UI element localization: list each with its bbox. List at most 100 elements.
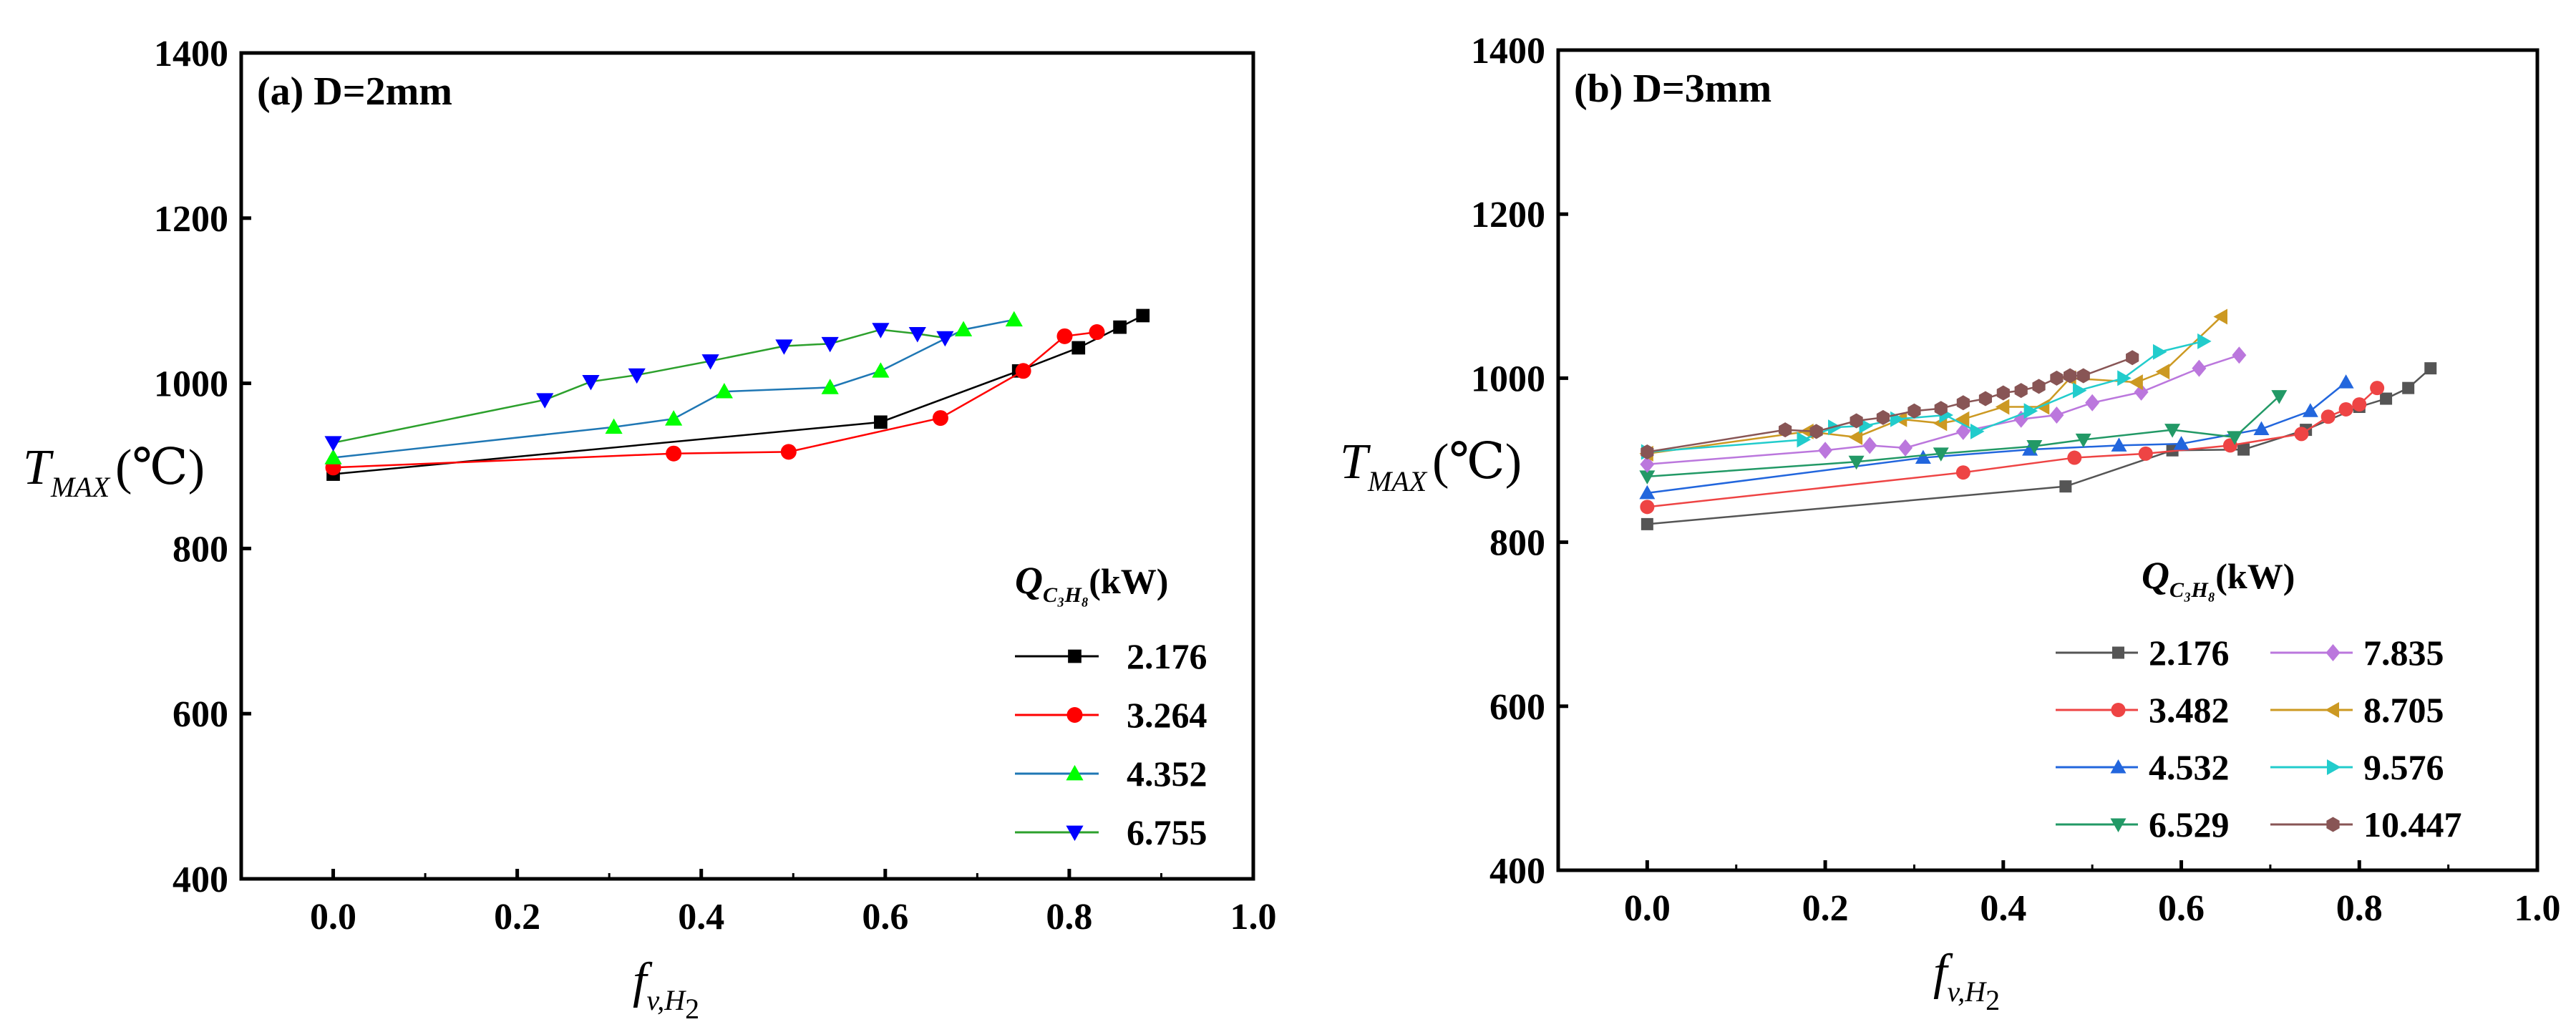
data-point [872, 323, 890, 339]
legend-entry: 9.576 [2270, 747, 2444, 787]
data-point [2076, 368, 2090, 384]
data-point [628, 368, 646, 384]
series-9.576 [1641, 333, 2212, 460]
data-point [2271, 390, 2288, 404]
legend-entry: 6.755 [1015, 812, 1207, 852]
data-point [2138, 446, 2153, 461]
data-point [2023, 403, 2038, 419]
legend-entry: 3.264 [1015, 695, 1207, 735]
data-point [821, 379, 839, 394]
y-tick-label: 1400 [154, 34, 228, 74]
y-tick-label: 800 [172, 529, 228, 570]
data-point [2338, 374, 2354, 389]
data-point [2049, 406, 2064, 424]
data-point [1876, 409, 1890, 425]
data-point [1995, 399, 2010, 415]
data-point [2253, 421, 2270, 435]
y-tick-label: 1200 [154, 199, 228, 240]
series-10.447 [1641, 350, 2139, 460]
legend-label: 4.532 [2149, 747, 2230, 787]
data-point [2402, 381, 2415, 394]
x-tick-label: 0.6 [862, 897, 908, 938]
legend-entry: 7.835 [2270, 633, 2444, 673]
data-point [2126, 350, 2139, 366]
x-tick-label: 0.4 [678, 897, 724, 938]
legend-marker [2325, 644, 2341, 661]
data-point [1915, 449, 1931, 464]
data-point [2380, 392, 2393, 405]
data-point [936, 331, 954, 347]
legend-label: 4.352 [1127, 754, 1207, 794]
data-point [2050, 370, 2064, 386]
data-point [2320, 409, 2336, 424]
data-point [2232, 346, 2247, 364]
x-tick-label: 0.0 [1624, 888, 1671, 929]
data-point [2227, 431, 2243, 445]
data-point [1907, 403, 1921, 419]
data-point [1089, 324, 1105, 341]
data-point [2026, 440, 2043, 454]
data-point [701, 354, 719, 370]
data-point [2164, 424, 2181, 438]
legend-marker [1066, 707, 1083, 723]
y-tick-label: 1000 [1471, 359, 1545, 399]
legend-marker [2327, 759, 2341, 775]
data-point [2302, 403, 2318, 417]
data-point [872, 362, 890, 378]
data-point [1809, 424, 1823, 439]
data-point [2085, 394, 2100, 412]
legend-marker [1066, 825, 1084, 842]
series-3.264 [325, 324, 1105, 476]
data-point [2014, 383, 2028, 399]
data-point [1641, 444, 1654, 460]
legend-entry: 2.176 [2056, 633, 2230, 673]
data-point [1015, 363, 1031, 379]
y-tick-label: 1400 [1471, 31, 1545, 72]
x-tick-label: 0.8 [2336, 888, 2383, 929]
x-axis-label: fv,H2 [633, 953, 699, 1025]
data-point [1639, 470, 1656, 485]
data-point [2059, 480, 2072, 493]
data-point [2075, 433, 2091, 448]
data-point [2035, 399, 2050, 415]
data-point [1898, 439, 1913, 457]
data-point [2213, 308, 2228, 325]
data-point [2152, 344, 2167, 360]
x-tick-label: 0.8 [1046, 897, 1092, 938]
legend-label: 8.705 [2363, 690, 2444, 730]
y-tick-label: 800 [1489, 523, 1545, 564]
legend-label: 7.835 [2363, 633, 2444, 673]
data-point [1641, 517, 1653, 530]
series-line [333, 314, 1144, 475]
legend-label: 6.755 [1127, 812, 1207, 852]
data-point [1956, 395, 1970, 411]
data-point [1850, 413, 1863, 429]
series-line [1647, 381, 2347, 495]
data-point [1970, 423, 1985, 439]
legend-label: 2.176 [1127, 636, 1207, 676]
data-point [1955, 411, 1970, 427]
legend-title: QC₃H₈(kW) [2142, 554, 2295, 602]
data-point [1005, 311, 1023, 327]
data-point [2237, 443, 2250, 456]
series-3.482 [1640, 381, 2385, 515]
y-axis-label: TMAX (℃) [23, 440, 205, 503]
legend-marker [2326, 817, 2340, 832]
data-point [2032, 379, 2046, 394]
legend-entry: 10.447 [2270, 804, 2462, 844]
data-point [2197, 333, 2212, 349]
x-tick-label: 0.2 [494, 897, 540, 938]
data-point [536, 393, 554, 409]
series-line [333, 318, 1015, 459]
data-point [874, 415, 888, 429]
legend-label: 3.482 [2149, 690, 2230, 730]
data-point [2111, 437, 2127, 452]
series-line [1647, 395, 2280, 478]
data-point [2129, 374, 2143, 391]
data-point [1818, 442, 1833, 459]
data-point [2352, 397, 2367, 412]
data-point [954, 321, 973, 336]
y-tick-label: 600 [1489, 687, 1545, 728]
data-point [324, 436, 342, 452]
x-tick-label: 1.0 [1230, 897, 1277, 938]
